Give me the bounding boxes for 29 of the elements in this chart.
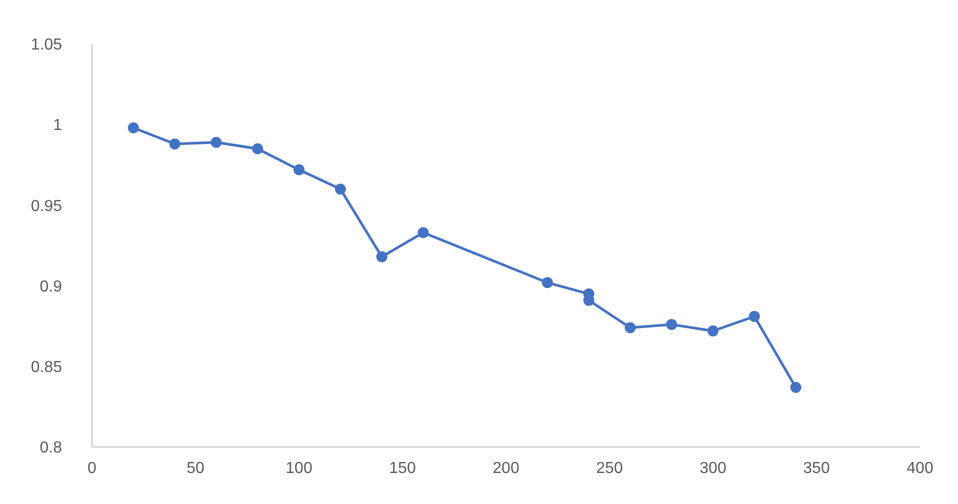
y-tick-label: 0.9 bbox=[40, 278, 62, 296]
y-tick-label: 0.8 bbox=[40, 440, 62, 457]
y-tick-label: 0.85 bbox=[30, 359, 62, 376]
y-tick-label: 1.05 bbox=[30, 36, 62, 54]
point bbox=[624, 322, 636, 334]
point bbox=[252, 143, 264, 154]
x-tick-label: 150 bbox=[389, 460, 416, 477]
point bbox=[294, 164, 304, 176]
x-tick-label: 200 bbox=[492, 460, 520, 477]
point bbox=[169, 138, 180, 150]
x-tick-label: 0 bbox=[88, 460, 97, 477]
point bbox=[418, 227, 429, 238]
x-tick-label: 250 bbox=[596, 460, 623, 477]
point bbox=[542, 277, 553, 288]
point bbox=[210, 136, 222, 148]
x-tick-label: 50 bbox=[186, 460, 204, 477]
x-tick-label: 300 bbox=[700, 460, 726, 477]
point bbox=[748, 310, 760, 322]
y-tick-label: 0.95 bbox=[30, 198, 62, 215]
y-tick-label: 1 bbox=[53, 117, 62, 134]
x-tick-label: 350 bbox=[803, 460, 830, 477]
point bbox=[376, 251, 388, 262]
x-tick-label: 100 bbox=[286, 460, 312, 477]
point bbox=[790, 382, 802, 393]
point bbox=[334, 184, 346, 195]
x-tick-label: 400 bbox=[906, 460, 934, 477]
point bbox=[128, 122, 139, 134]
point bbox=[666, 318, 678, 330]
point bbox=[708, 325, 718, 336]
